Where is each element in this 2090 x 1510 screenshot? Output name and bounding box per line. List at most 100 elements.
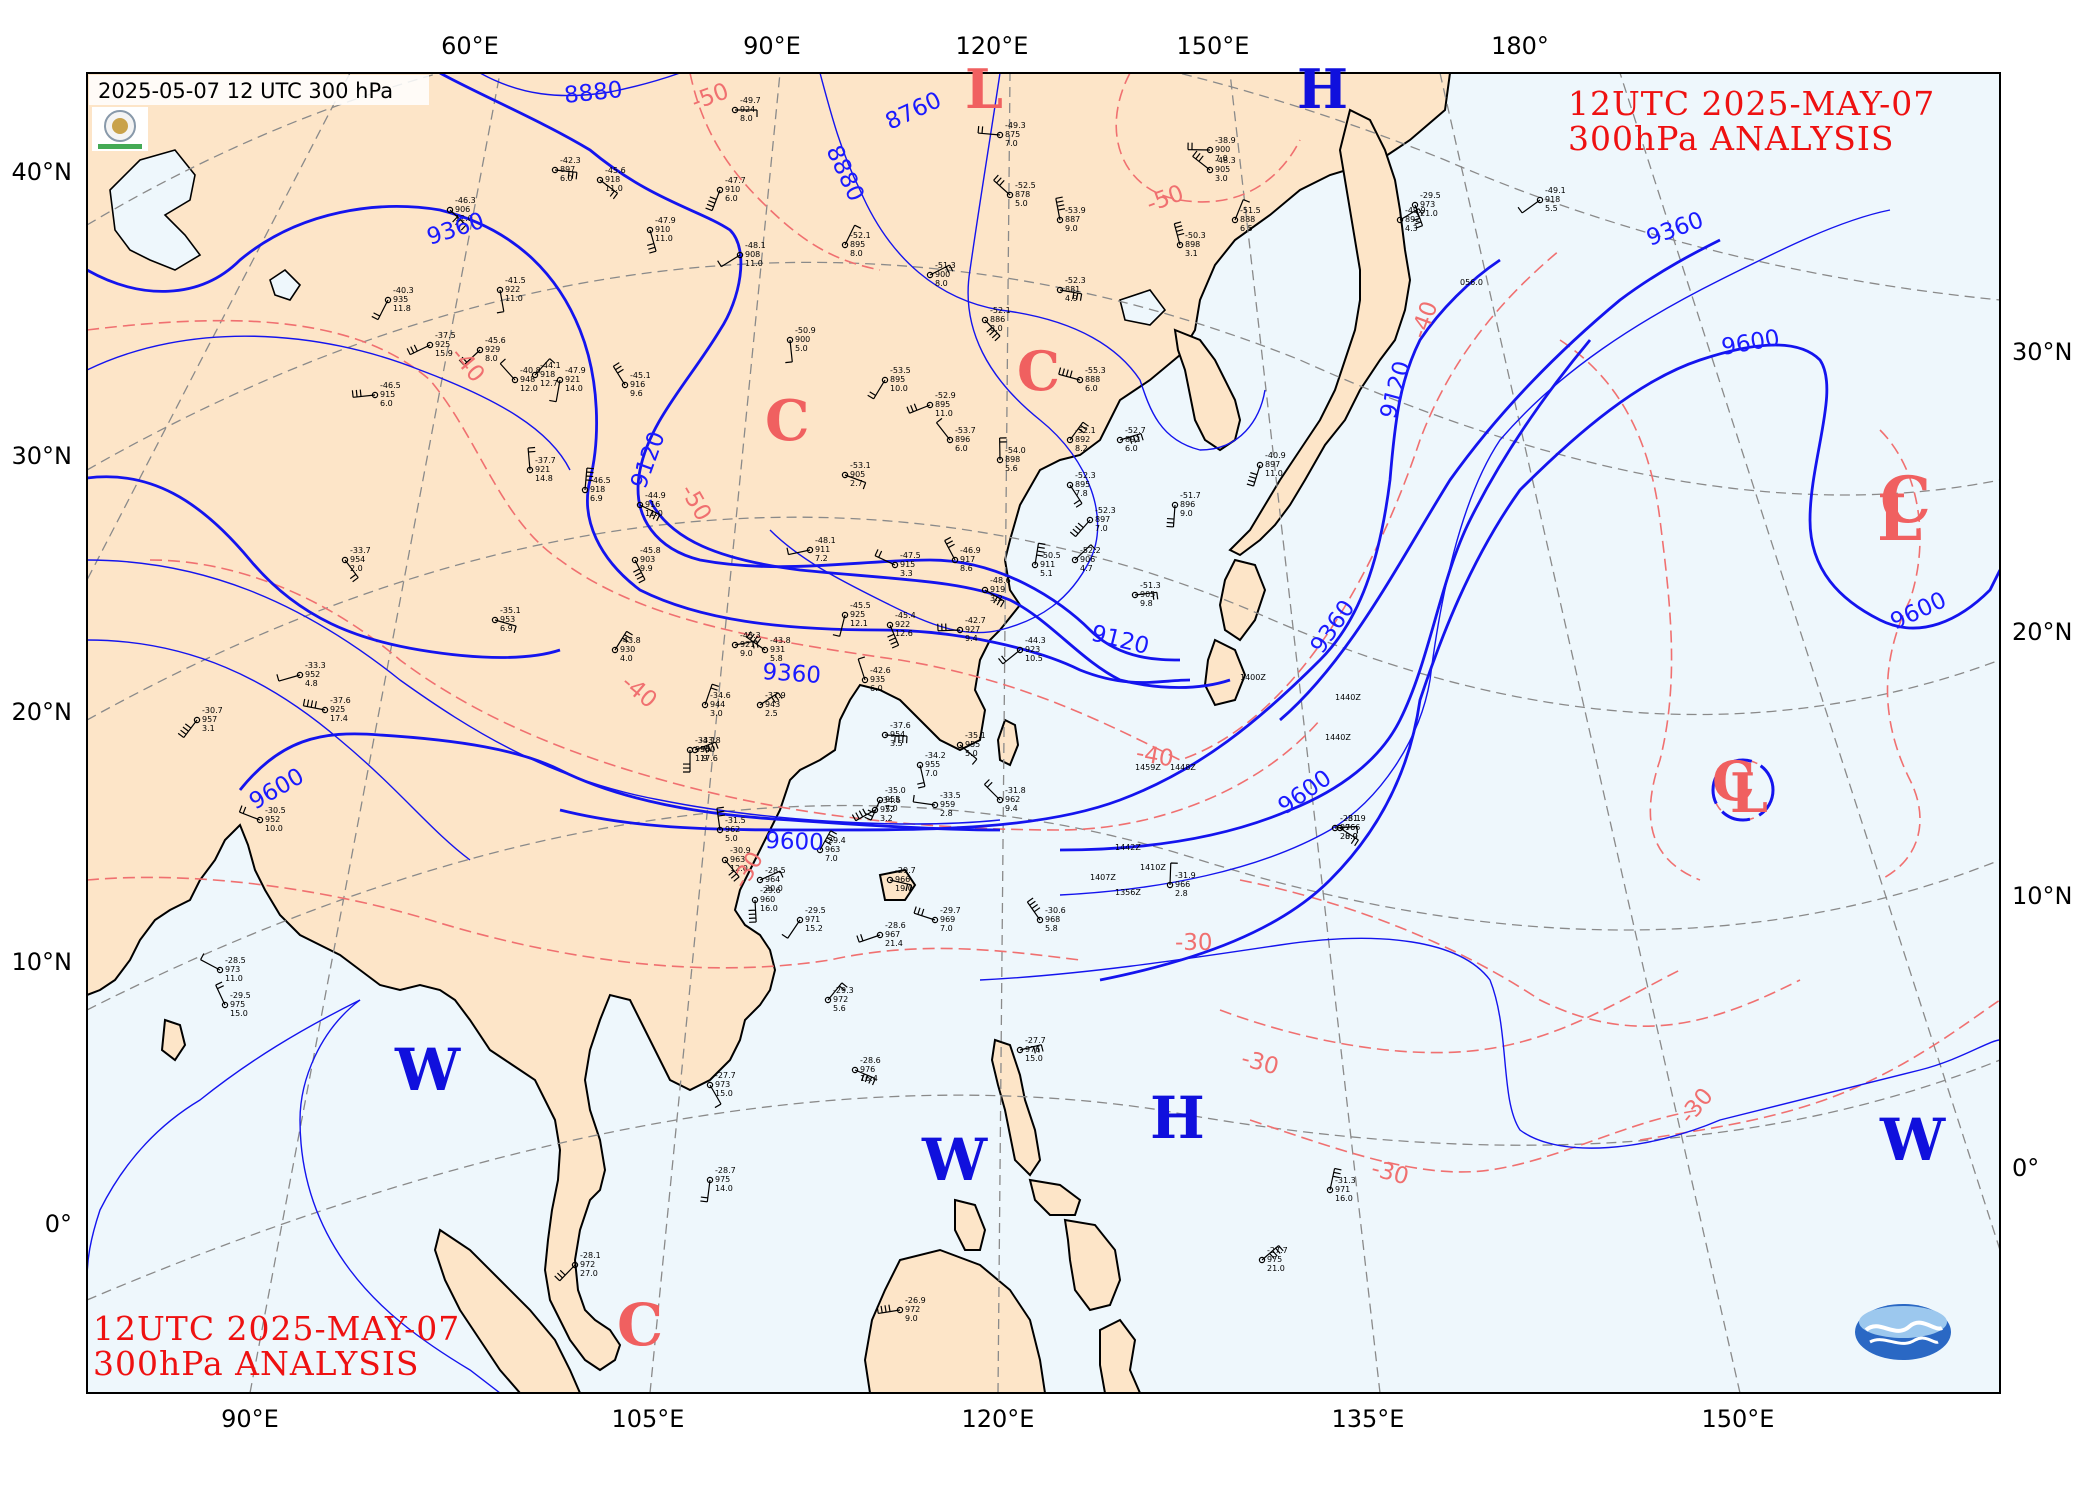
station-temperature: -37.6 (330, 696, 351, 705)
station-temperature: -53.1 (850, 461, 871, 470)
station-marker (1016, 646, 1024, 654)
station-height: 906 (1080, 555, 1095, 564)
wind-barb (856, 934, 881, 943)
wind-barb (612, 362, 626, 386)
wind-barb (1069, 519, 1091, 538)
system-letter: C (1017, 339, 1060, 403)
inland-water (109, 149, 1167, 326)
wind-barb (759, 692, 783, 706)
station-temperature: -45.8 (640, 546, 661, 555)
wind-barb (864, 799, 881, 821)
station-marker (1066, 436, 1074, 444)
station-height: 940 (700, 745, 715, 754)
station-temperature: -28.6 (885, 921, 906, 930)
wind-barb (371, 299, 389, 321)
station-height: 969 (940, 915, 955, 924)
station-temperature: -40.9 (1265, 451, 1286, 460)
wind-barb (200, 953, 221, 971)
station-dewpoint: 14.0 (715, 1184, 733, 1193)
wind-barb (912, 794, 936, 806)
wind-barb (959, 744, 978, 765)
tropical-low-ring (1711, 758, 1775, 822)
station-height: 906 (455, 205, 470, 214)
wind-barb (857, 656, 866, 681)
station-temperature: -37.7 (535, 456, 556, 465)
station-height: 918 (540, 370, 555, 379)
station-dewpoint: 8.0 (850, 249, 863, 258)
grid-label-right: 10°N (2012, 882, 2073, 910)
station-id: 1440Z (1335, 693, 1361, 702)
station-dewpoint: 9.4 (965, 634, 978, 643)
station-dewpoint: 3.0 (710, 709, 723, 718)
wind-barb (554, 1264, 576, 1282)
station-dewpoint: 7.0 (925, 769, 938, 778)
grid-labels-right: 30°N 20°N 10°N 0° (2012, 338, 2073, 1182)
station-dewpoint: 11.8 (393, 304, 411, 313)
wind-barb (874, 549, 896, 566)
station-id: 1356Z (1115, 888, 1141, 897)
station-temperature: -44.9 (645, 491, 666, 500)
station-temperature: -42.6 (870, 666, 891, 675)
station-height: 921 (740, 640, 755, 649)
height-contours (87, 73, 2000, 1393)
station-dewpoint: 6.0 (870, 684, 883, 693)
station-height: 908 (745, 250, 760, 259)
wind-barb (1058, 367, 1081, 381)
station-temperature: -51.3 (1140, 581, 1161, 590)
map-caption: 2025-05-07 12 UTC 300 hPa (98, 79, 393, 103)
wind-barb (887, 624, 900, 649)
wind-barb (854, 1069, 876, 1086)
station-dewpoint: 10.0 (265, 824, 283, 833)
station-marker (946, 436, 954, 444)
station-dewpoint: 5.6 (833, 1004, 846, 1013)
wind-barb (646, 229, 657, 254)
station-dewpoint: 3.2 (880, 814, 893, 823)
wind-barb (534, 358, 556, 376)
station-dewpoint: 15.9 (435, 349, 453, 358)
wind-barb (704, 683, 719, 706)
grid-label-bottom: 150°E (1702, 1405, 1775, 1433)
station-dewpoint: 11.0 (225, 974, 243, 983)
station-height: 917 (960, 555, 975, 564)
map-frame (86, 72, 2001, 1394)
station-temperature: -31.3 (1335, 1176, 1356, 1185)
wind-barb (458, 349, 481, 366)
wind-barb (944, 536, 956, 561)
station-temperature: -47.7 (725, 176, 746, 185)
wind-barb (1166, 504, 1176, 528)
station-dewpoint: 21.4 (885, 939, 903, 948)
station-temperature: -28.1 (580, 1251, 601, 1260)
station-temperature: -42.3 (560, 156, 581, 165)
station-temperature: -31.9 (1175, 871, 1196, 880)
grid-label-bottom: 105°E (612, 1405, 685, 1433)
station-dewpoint: 9.0 (1065, 224, 1078, 233)
station-height: 960 (760, 895, 775, 904)
station-dewpoint: 8.0 (990, 324, 1003, 333)
station-height: 955 (885, 795, 900, 804)
station-dewpoint: 12.1 (850, 619, 868, 628)
wind-barb (937, 623, 961, 632)
station-dewpoint: 11.0 (505, 294, 523, 303)
station-temperature: -41.5 (505, 276, 526, 285)
station-marker (876, 796, 884, 804)
station-height: 916 (645, 500, 660, 509)
station-height: 887 (1065, 215, 1080, 224)
station-marker (216, 966, 224, 974)
station-height: 963 (825, 845, 840, 854)
